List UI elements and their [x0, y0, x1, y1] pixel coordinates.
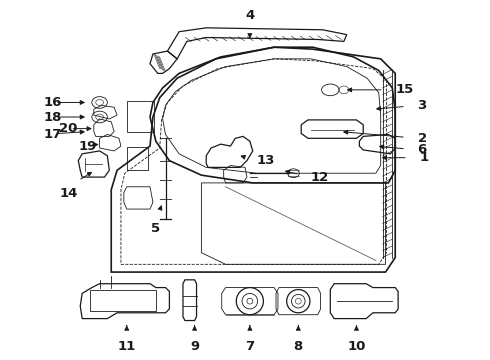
Text: 18: 18 [44, 111, 62, 123]
Text: 4: 4 [245, 9, 254, 22]
Text: 10: 10 [347, 340, 366, 353]
Text: 20: 20 [59, 122, 77, 135]
Text: 2: 2 [417, 132, 427, 145]
Text: 8: 8 [294, 340, 303, 353]
Bar [90, 289, 156, 311]
Text: 6: 6 [417, 143, 427, 157]
Text: 3: 3 [417, 99, 427, 112]
Text: 11: 11 [118, 340, 136, 353]
Bar [127, 147, 148, 170]
Text: 7: 7 [245, 340, 254, 353]
Text: 1: 1 [419, 151, 429, 164]
Text: 14: 14 [59, 187, 78, 200]
Text: 15: 15 [395, 84, 414, 96]
Text: 9: 9 [190, 340, 199, 353]
Bar [127, 100, 154, 131]
Text: 5: 5 [151, 222, 160, 235]
Text: 16: 16 [44, 96, 62, 109]
Text: 19: 19 [78, 140, 97, 153]
Text: 17: 17 [44, 128, 62, 141]
Text: 13: 13 [257, 154, 275, 167]
Text: 12: 12 [311, 171, 329, 184]
